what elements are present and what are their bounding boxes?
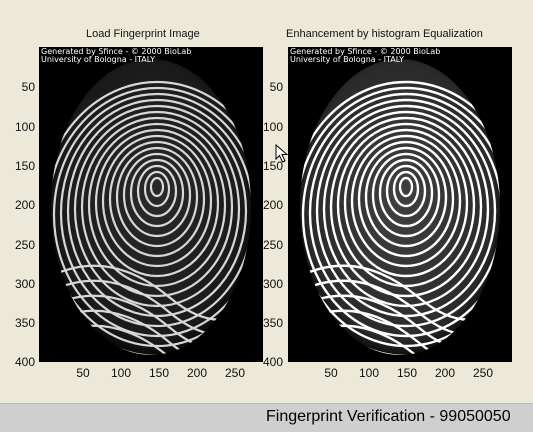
image-watermark: Generated by Sfince - © 2000 BioLab Univ… bbox=[41, 47, 192, 64]
y-tick-label: 400 bbox=[14, 355, 35, 369]
x-tick-label: 50 bbox=[324, 366, 338, 380]
y-tick-label: 150 bbox=[262, 159, 283, 173]
y-tick-label: 150 bbox=[14, 159, 35, 173]
y-tick-label: 250 bbox=[262, 238, 283, 252]
y-tick-label: 100 bbox=[14, 120, 35, 134]
x-tick-label: 250 bbox=[472, 366, 494, 380]
enhanced-image-axes: Generated by Sfince - © 2000 BioLab Univ… bbox=[288, 47, 512, 362]
original-image-axes: Generated by Sfince - © 2000 BioLab Univ… bbox=[39, 47, 263, 362]
y-tick-label: 200 bbox=[14, 198, 35, 212]
mouse-cursor-icon bbox=[275, 144, 289, 163]
y-tick-label: 350 bbox=[14, 316, 35, 330]
x-tick-label: 200 bbox=[434, 366, 456, 380]
y-tick-label: 100 bbox=[262, 120, 283, 134]
y-tick-label: 50 bbox=[21, 80, 35, 94]
left-panel-title: Load Fingerprint Image bbox=[86, 28, 200, 40]
y-tick-label: 350 bbox=[262, 316, 283, 330]
x-tick-label: 150 bbox=[148, 366, 170, 380]
y-tick-label: 300 bbox=[262, 277, 283, 291]
x-tick-label: 50 bbox=[76, 366, 90, 380]
right-panel-title: Enhancement by histogram Equalization bbox=[286, 28, 483, 40]
x-tick-label: 100 bbox=[110, 366, 132, 380]
original-fingerprint-image bbox=[51, 59, 251, 355]
x-tick-label: 200 bbox=[186, 366, 208, 380]
image-watermark: Generated by Sfince - © 2000 BioLab Univ… bbox=[290, 47, 441, 64]
y-tick-label: 250 bbox=[14, 238, 35, 252]
y-tick-label: 200 bbox=[262, 198, 283, 212]
enhanced-fingerprint-image bbox=[300, 59, 500, 355]
y-tick-label: 300 bbox=[14, 277, 35, 291]
y-tick-label: 50 bbox=[269, 80, 283, 94]
x-tick-label: 100 bbox=[358, 366, 380, 380]
y-tick-label: 400 bbox=[262, 355, 283, 369]
status-text: Fingerprint Verification - 99050050 bbox=[266, 408, 511, 425]
status-bar: Fingerprint Verification - 99050050 bbox=[0, 403, 533, 432]
x-tick-label: 250 bbox=[224, 366, 246, 380]
x-tick-label: 150 bbox=[396, 366, 418, 380]
